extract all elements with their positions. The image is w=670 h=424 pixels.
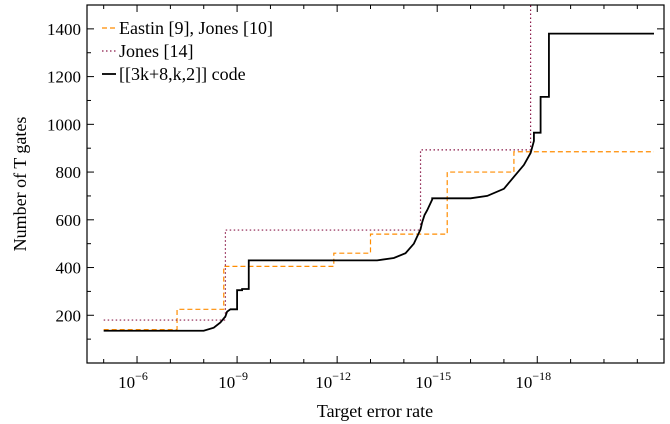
legend-label: [[3k+8,k,2]] code	[119, 64, 246, 84]
y-tick-label: 800	[56, 163, 82, 182]
x-axis-title: Target error rate	[317, 401, 433, 421]
y-tick-label: 1400	[47, 20, 81, 39]
tick-labels: 200 400 600 800 1000 1200 1400 10−6 10−9 10−12 10−…	[47, 20, 551, 392]
y-tick-label: 1000	[47, 115, 81, 134]
x-tick-label: 10−18	[515, 369, 551, 392]
plot-frame	[86, 4, 665, 364]
x-tick-label: 10−9	[218, 369, 248, 392]
series-line-3	[103, 32, 654, 332]
x-tick-label: 10−6	[118, 369, 148, 392]
x-tick-label: 10−15	[415, 369, 451, 392]
legend-label: Eastin [9], Jones [10]	[119, 18, 273, 38]
y-tick-label: 600	[56, 211, 82, 230]
legend: Eastin [9], Jones [10] Jones [14] [[3k+8,k…	[102, 18, 273, 84]
x-tick-label: 10−12	[315, 369, 351, 392]
axis-ticks	[87, 5, 664, 363]
series-layer	[103, 5, 654, 332]
y-tick-label: 1200	[47, 68, 81, 87]
y-tick-label: 400	[56, 259, 82, 278]
legend-label: Jones [14]	[119, 41, 194, 61]
y-tick-label: 200	[56, 306, 82, 325]
series-line-1	[103, 151, 654, 331]
y-axis-title: Number of T gates	[10, 117, 30, 252]
